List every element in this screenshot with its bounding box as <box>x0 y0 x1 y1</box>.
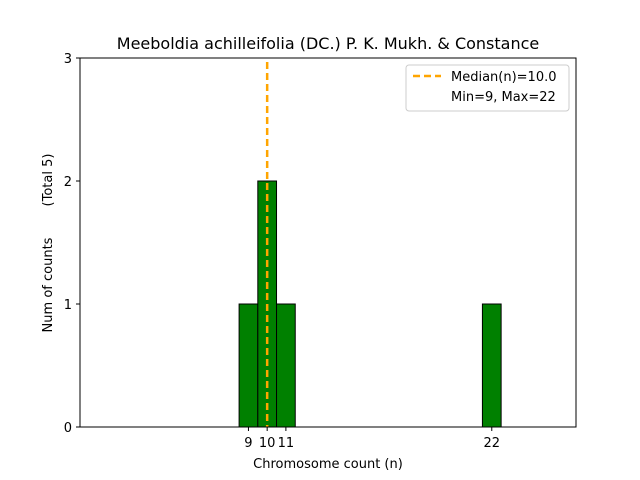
x-tick-label-10: 10 <box>259 436 276 451</box>
x-tick-label-11: 11 <box>278 436 295 451</box>
legend: Median(n)=10.0 Min=9, Max=22 <box>405 64 570 112</box>
y-axis-total-label: (Total 5) <box>41 154 56 207</box>
x-tick-label-22: 22 <box>484 436 501 451</box>
x-axis-label: Chromosome count (n) <box>253 457 403 472</box>
bars-group <box>238 180 502 428</box>
x-tick-label-9: 9 <box>244 436 252 451</box>
bar-22 <box>481 303 502 428</box>
legend-median-label: Median(n)=10.0 <box>451 70 557 85</box>
y-axis-ticks: 0 1 2 3 <box>64 52 80 436</box>
y-tick-label-3: 3 <box>64 52 72 67</box>
plot-frame <box>79 57 577 428</box>
bar-11 <box>276 303 296 428</box>
legend-range-label: Min=9, Max=22 <box>451 90 556 105</box>
y-tick-label-0: 0 <box>64 421 72 436</box>
y-tick-label-2: 2 <box>64 175 72 190</box>
y-axis-label: Num of counts <box>41 237 56 332</box>
x-axis-ticks: 9 10 11 22 <box>244 427 500 451</box>
bar-9 <box>238 303 259 428</box>
chart-title: Meeboldia achilleifolia (DC.) P. K. Mukh… <box>117 34 539 53</box>
y-tick-label-1: 1 <box>64 298 72 313</box>
legend-box <box>405 64 570 112</box>
